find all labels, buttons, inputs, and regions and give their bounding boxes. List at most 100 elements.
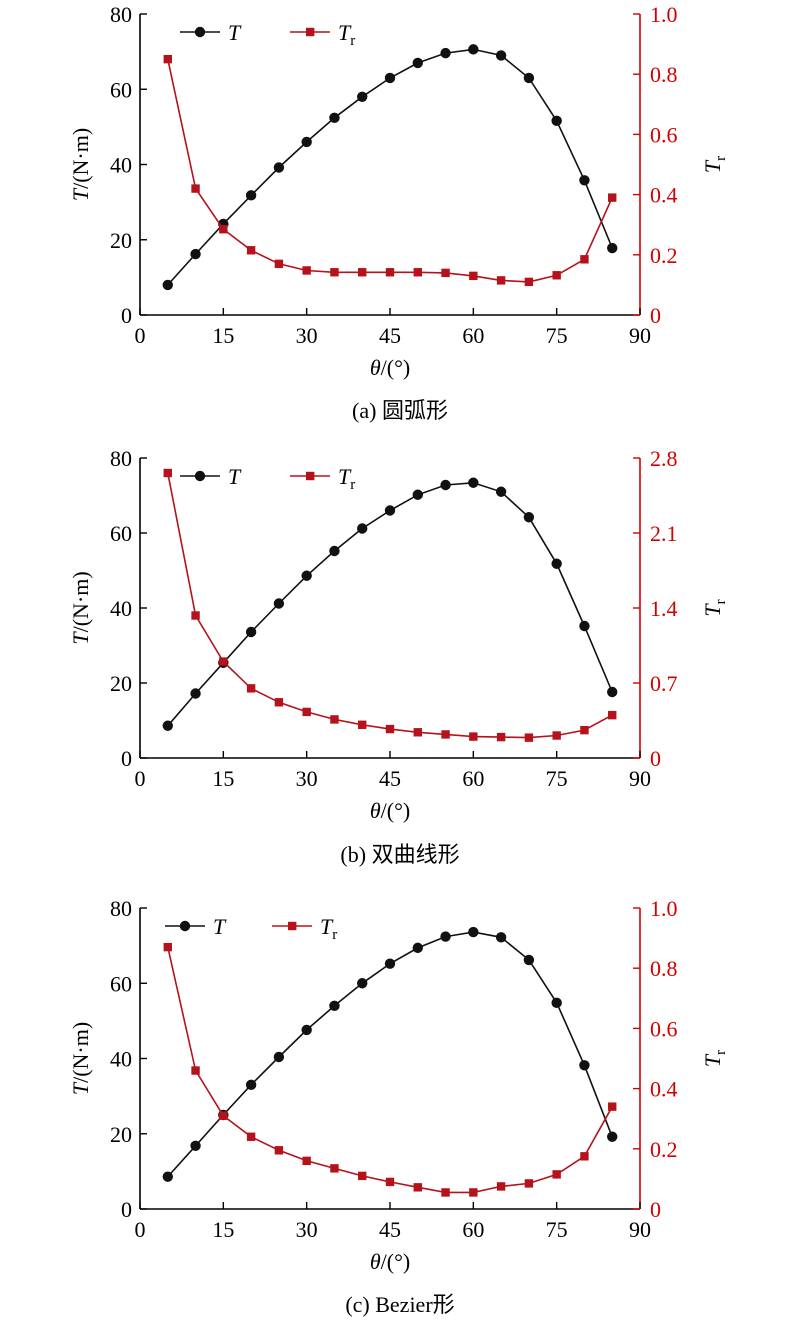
data-point-T (440, 479, 451, 491)
data-point-T (301, 136, 312, 148)
legend-marker-T (179, 920, 191, 932)
y-axis-label-symbol: T (68, 1081, 93, 1095)
x-axis-label-unit: /(°) (381, 798, 411, 823)
series-line-T (167, 48, 613, 286)
legend-label-Tr-symbol: T (338, 20, 352, 45)
figure-caption: (c) Bezier形 (345, 1292, 454, 1317)
y2-tick-label: 0.2 (650, 1137, 678, 1162)
data-point-T (412, 942, 423, 954)
x-tick-label: 90 (629, 766, 651, 791)
y2-tick-label: 0.8 (650, 62, 678, 87)
data-point-T (301, 1024, 312, 1036)
legend-marker-T (194, 26, 206, 38)
data-point-T (190, 248, 201, 260)
data-point-Tr (496, 1182, 506, 1191)
x-tick-label: 15 (212, 323, 234, 348)
legend-label-Tr: Tr (338, 20, 355, 49)
legend-marker-Tr (306, 27, 315, 37)
y2-tick-label: 0.6 (650, 1016, 678, 1041)
data-point-Tr (385, 1177, 395, 1187)
legend-label-Tr-subscript: r (332, 927, 337, 943)
data-point-T (579, 620, 590, 632)
x-tick-label: 75 (546, 323, 568, 348)
data-point-T (607, 686, 618, 698)
data-point-Tr (469, 271, 478, 281)
y-tick-label: 40 (110, 596, 132, 621)
data-point-T (412, 57, 423, 69)
data-point-T (384, 505, 396, 516)
data-point-Tr (524, 733, 534, 742)
legend-label-Tr-subscript: r (350, 33, 355, 49)
data-point-T (440, 931, 451, 942)
data-point-Tr (441, 1188, 450, 1197)
data-point-Tr (469, 732, 478, 741)
data-point-Tr (274, 1146, 284, 1155)
data-point-T (607, 242, 618, 254)
data-point-T (551, 115, 562, 127)
x-tick-label: 60 (462, 766, 484, 791)
y-tick-label: 0 (121, 746, 132, 771)
data-point-T (329, 1000, 340, 1012)
data-point-Tr (580, 255, 589, 264)
legend-marker-T (194, 470, 206, 482)
data-point-Tr (496, 276, 506, 285)
x-tick-label: 45 (379, 766, 401, 791)
data-point-Tr (608, 710, 617, 720)
data-point-T (273, 598, 285, 609)
x-tick-label: 75 (546, 766, 568, 791)
data-point-Tr (580, 1152, 589, 1161)
x-axis-label: θ/(°) (370, 355, 410, 380)
y2-tick-label: 2.8 (650, 446, 678, 471)
data-point-T (357, 523, 368, 534)
data-point-Tr (552, 731, 561, 740)
data-point-Tr (358, 720, 367, 729)
chart-panel-b: 0 15 30 45 60 75 9002040608000.71.42.12.8T/(N·… (68, 446, 729, 867)
legend-label-T: T (213, 914, 227, 939)
y-axis-label-symbol: T (68, 187, 93, 201)
y-axis-label-unit: /(N·m) (68, 571, 93, 632)
data-point-T (245, 190, 257, 201)
y2-tick-label: 1.0 (650, 2, 678, 27)
x-axis-label: θ/(°) (370, 1249, 410, 1274)
data-point-Tr (219, 225, 228, 234)
y2-axis-label: Tr (700, 156, 729, 173)
data-point-Tr (246, 684, 256, 693)
data-point-T (245, 1079, 257, 1091)
y2-tick-label: 0 (650, 303, 661, 328)
x-tick-label: 0 (135, 766, 146, 791)
data-point-Tr (219, 1111, 228, 1120)
data-point-Tr (330, 1164, 339, 1173)
data-point-Tr (524, 1179, 534, 1188)
data-point-T (384, 958, 396, 969)
data-point-T (607, 1131, 618, 1142)
data-point-T (523, 512, 535, 523)
legend-label-Tr: Tr (320, 914, 337, 943)
y-axis-label-symbol: T (68, 631, 93, 645)
figure-caption: (b) 双曲线形 (340, 842, 459, 867)
data-point-T (301, 570, 312, 581)
data-point-Tr (163, 54, 172, 64)
y-tick-label: 60 (110, 77, 132, 102)
data-point-T (162, 279, 173, 291)
legend-marker-Tr (288, 921, 297, 931)
figure-caption: (a) 圆弧形 (352, 398, 448, 423)
data-point-T (273, 1051, 285, 1063)
y2-axis-label-symbol: T (700, 159, 725, 173)
series-line-T (167, 481, 613, 727)
chart-panel-a: 0 15 30 45 60 75 9002040608000.20.40.60.81.0T/… (68, 2, 729, 423)
data-point-T (245, 626, 257, 638)
x-axis-label-unit: /(°) (381, 355, 411, 380)
y2-tick-label: 0.4 (650, 1077, 678, 1102)
data-point-T (495, 486, 507, 497)
y-axis-label-unit: /(N·m) (68, 128, 93, 189)
data-point-Tr (191, 1066, 200, 1075)
x-tick-label: 45 (379, 323, 401, 348)
data-point-Tr (552, 271, 561, 280)
x-tick-label: 30 (296, 1217, 318, 1242)
data-point-Tr (330, 715, 339, 724)
data-point-T (162, 1171, 173, 1182)
x-tick-label: 90 (629, 323, 651, 348)
y-tick-label: 40 (110, 1047, 132, 1072)
y2-axis-label-subscript: r (713, 156, 729, 161)
chart-panel-c: 0 15 30 45 60 75 9002040608000.20.40.60.81.0T/… (68, 896, 729, 1317)
